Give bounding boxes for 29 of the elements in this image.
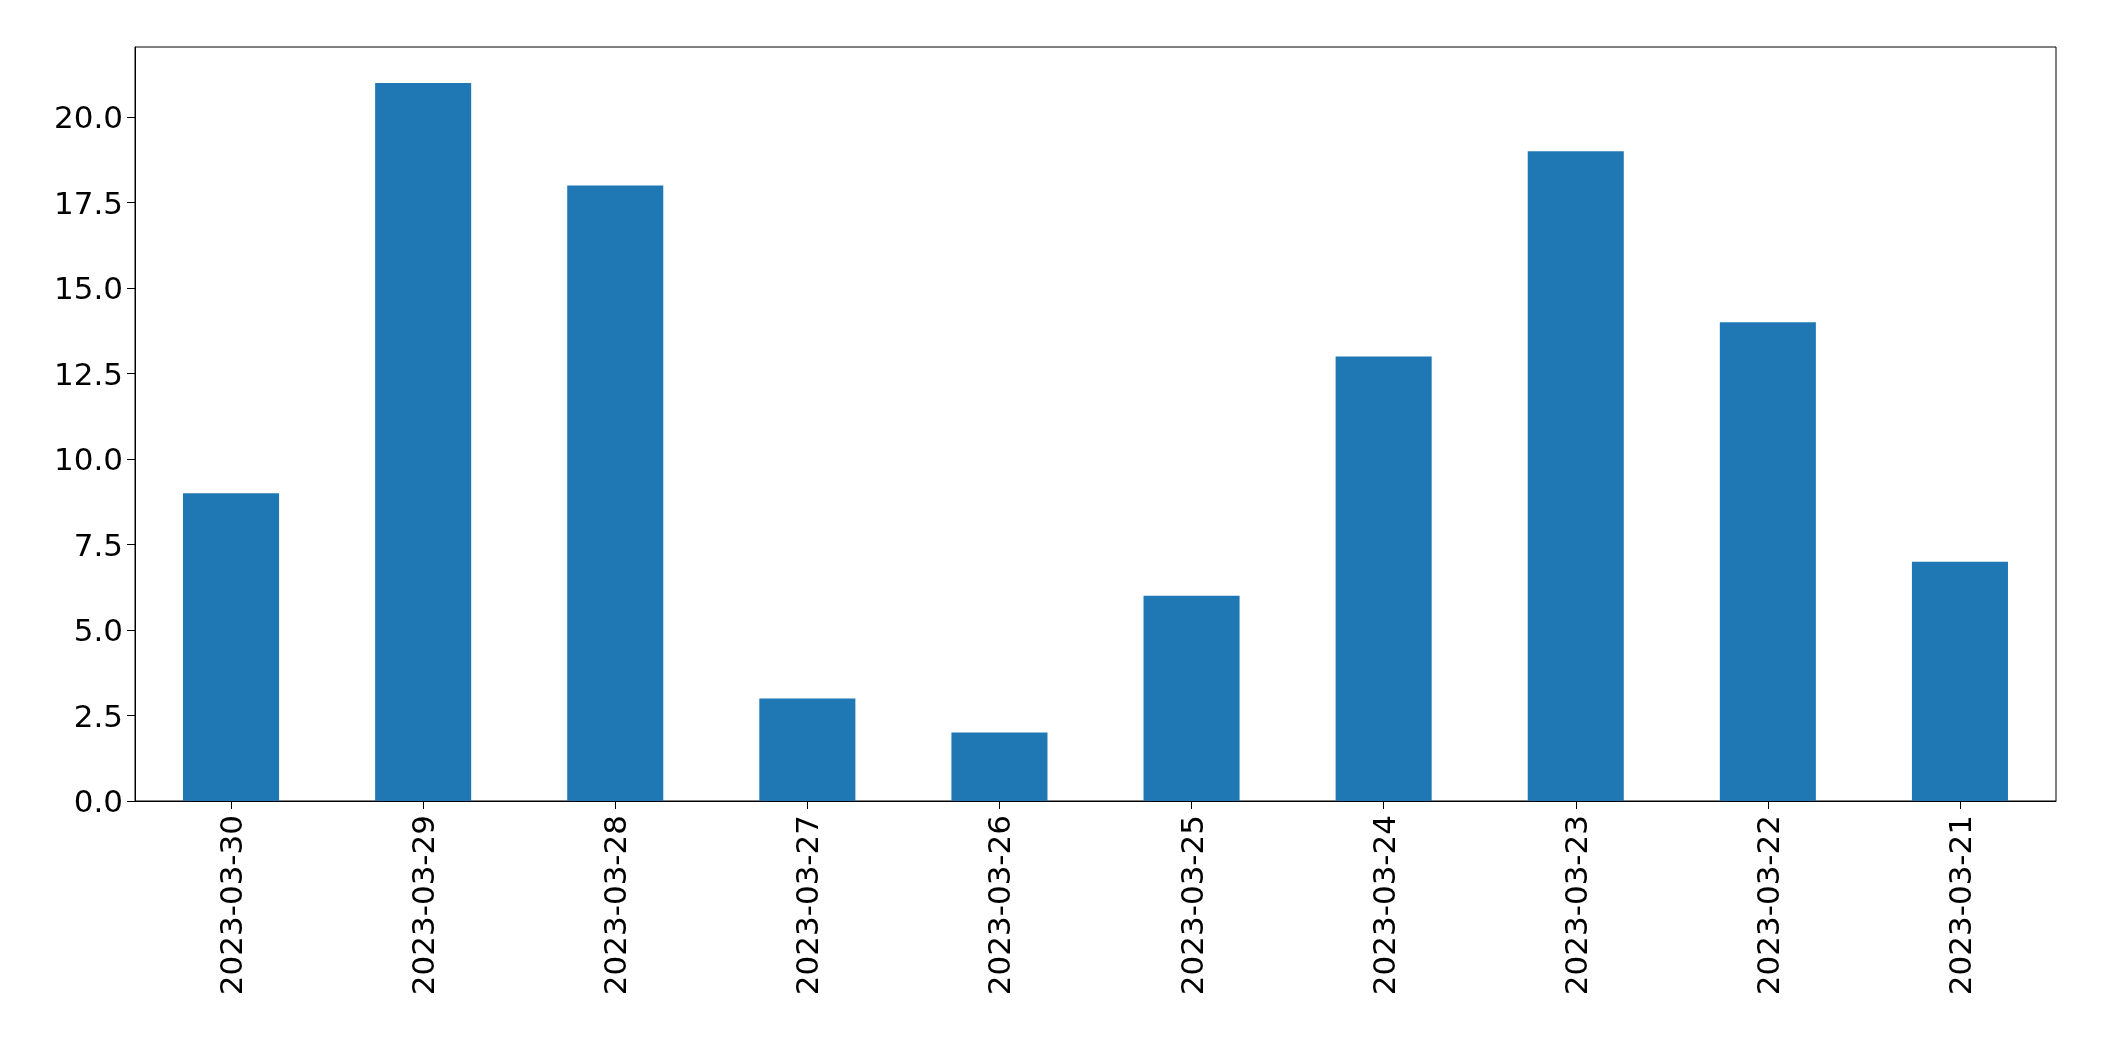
x-tick-label: 2023-03-28 <box>597 815 634 996</box>
y-tick-label: 5.0 <box>73 612 123 649</box>
bar <box>183 493 280 801</box>
y-tick-label: 7.5 <box>73 526 123 563</box>
x-tick-label: 2023-03-21 <box>1941 815 1978 996</box>
x-tick-label: 2023-03-30 <box>213 815 250 996</box>
bar <box>1335 356 1432 801</box>
x-tick-label: 2023-03-23 <box>1557 815 1594 996</box>
x-tick-label: 2023-03-27 <box>789 815 826 996</box>
y-tick-label: 2.5 <box>73 697 123 734</box>
x-tick-label: 2023-03-24 <box>1365 815 1402 996</box>
bar <box>1143 595 1240 801</box>
bar <box>951 732 1048 801</box>
bar <box>375 82 472 801</box>
bar <box>759 698 856 801</box>
y-tick-label: 15.0 <box>53 270 123 307</box>
x-tick-label: 2023-03-29 <box>405 815 442 996</box>
x-tick-label: 2023-03-25 <box>1173 815 1210 996</box>
bar <box>1527 151 1624 801</box>
bar <box>1911 561 2008 801</box>
y-tick-label: 12.5 <box>53 355 123 392</box>
x-tick-label: 2023-03-26 <box>981 815 1018 996</box>
y-tick-label: 20.0 <box>53 99 123 136</box>
x-tick-label: 2023-03-22 <box>1749 815 1786 996</box>
bar <box>567 185 664 801</box>
y-tick-label: 17.5 <box>53 184 123 221</box>
bar <box>1719 322 1816 801</box>
y-tick-label: 10.0 <box>53 441 123 478</box>
y-tick-label: 0.0 <box>73 783 123 819</box>
